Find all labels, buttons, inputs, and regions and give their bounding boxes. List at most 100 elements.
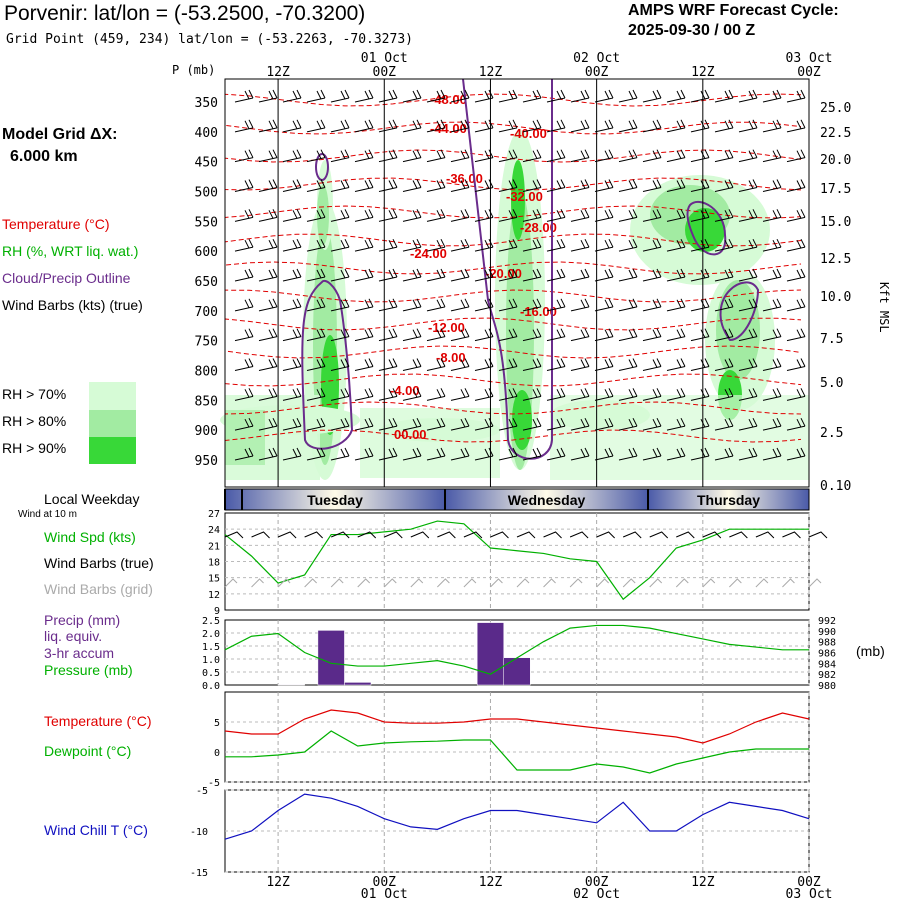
swatch-rh90: [89, 437, 136, 464]
wind-barb-true: [782, 531, 801, 539]
wind-barb: [426, 298, 446, 312]
wind-barb: [450, 268, 470, 282]
wind-barb-grid: [490, 578, 503, 588]
pressure-ytick: 980: [818, 681, 836, 692]
wind-barb: [786, 179, 806, 192]
bottom-date-tick: 01 Oct: [361, 887, 408, 900]
label-wind-barbs-true: Wind Barbs (true): [44, 555, 154, 571]
pressure-tick: 850: [195, 394, 218, 409]
wind-barb: [450, 388, 470, 401]
precip-ytick: 0.5: [202, 668, 220, 679]
wind-barb-grid: [782, 578, 795, 588]
wind-barb: [546, 388, 566, 401]
weekday-name: Thursday: [697, 492, 760, 508]
wind-barb: [666, 417, 686, 431]
pressure-tick: 900: [195, 424, 218, 439]
wind-barb-grid: [569, 578, 583, 588]
wind-barb: [570, 298, 590, 312]
wind-barb: [594, 209, 614, 222]
top-hour-tick: 00Z: [373, 65, 397, 80]
wind-barb: [498, 268, 518, 282]
pressure-tick: 650: [195, 275, 218, 290]
wind-barb: [402, 149, 422, 163]
pressure-tick: 350: [195, 96, 218, 111]
wind-barb: [522, 328, 542, 342]
wind-barb: [450, 298, 470, 312]
wind-barb: [498, 238, 518, 252]
wind-barb: [642, 238, 662, 252]
label-pressure: Pressure (mb): [44, 662, 133, 678]
wind-barb: [450, 238, 470, 252]
wind-barb: [762, 328, 782, 342]
wind-speed-line: [224, 520, 809, 601]
wind-barb: [450, 328, 470, 342]
wind-barb: [642, 358, 662, 371]
wind-barb: [234, 89, 254, 103]
wind-barb: [786, 268, 806, 282]
wind-barb: [786, 238, 806, 252]
temp-contour-label: -32.00: [506, 189, 543, 204]
wind-barb: [234, 388, 254, 401]
wind-barb: [402, 358, 422, 371]
label-wind-speed: Wind Spd (kts): [44, 529, 136, 545]
wind-barb-grid: [649, 578, 663, 588]
swatch-rh70: [89, 382, 136, 410]
temp-contour-12: [224, 429, 802, 443]
wind-barb: [522, 417, 542, 431]
wind-barb: [786, 298, 806, 312]
height-tick: 20.0: [820, 153, 851, 168]
wind-barb: [282, 388, 302, 401]
wind-barb: [234, 447, 254, 461]
legend-wind-barbs: Wind Barbs (kts) (true): [2, 297, 143, 313]
wind-barb: [498, 388, 518, 401]
temp-contour-5: [224, 233, 802, 247]
wind-barb: [570, 358, 590, 371]
wind-barb: [570, 417, 590, 431]
wind-barb-true: [410, 531, 430, 539]
wind-barb: [282, 268, 302, 282]
wind-barb: [282, 328, 302, 342]
temp-contour-label: -4.00: [390, 383, 420, 398]
wind-barb: [570, 149, 590, 163]
top-hour-tick: 12Z: [479, 65, 503, 80]
wind-barb: [618, 238, 638, 252]
wind-barb: [234, 268, 254, 282]
wind-barb: [786, 328, 806, 342]
wind-barb: [498, 328, 518, 342]
wind-barb: [762, 238, 782, 252]
wind-barb: [618, 358, 638, 371]
wind-barb: [498, 119, 518, 133]
wind-barb-true: [808, 531, 828, 539]
wind-barb: [738, 209, 758, 222]
legend-rh80: RH > 80%: [2, 413, 67, 429]
wind-barb: [330, 89, 350, 103]
pressure-tick: 550: [195, 215, 218, 230]
wind-barb: [378, 179, 398, 192]
wind-barb-true: [755, 531, 775, 539]
wind-barb: [354, 89, 374, 103]
temp-ytick: -5: [208, 778, 220, 789]
legend-temperature: Temperature (°C): [2, 216, 110, 232]
wind-barb: [234, 179, 254, 192]
wind-barb: [354, 388, 374, 401]
wind-barb: [426, 149, 446, 163]
pressure-line: [224, 624, 809, 675]
wind-barb: [354, 417, 374, 431]
wind-barb: [426, 209, 446, 222]
temp-contour-label: -16.00: [520, 304, 557, 319]
wind-barb: [258, 238, 278, 252]
wind-barb: [594, 89, 614, 103]
wind-barb: [738, 179, 758, 192]
cloud-outline-3: [462, 78, 553, 460]
rh-shading-8: [511, 160, 525, 240]
wind-barb: [762, 298, 782, 312]
temperature-line: [224, 709, 810, 744]
wind-barb: [522, 447, 542, 461]
wind-barb: [546, 298, 566, 312]
wind-barb: [594, 417, 614, 431]
weekday-frame: [224, 488, 810, 511]
height-tick: 10.0: [820, 290, 851, 305]
top-hour-tick: 12Z: [691, 65, 715, 80]
wind-barb: [594, 268, 614, 282]
wind-barb: [570, 209, 590, 222]
